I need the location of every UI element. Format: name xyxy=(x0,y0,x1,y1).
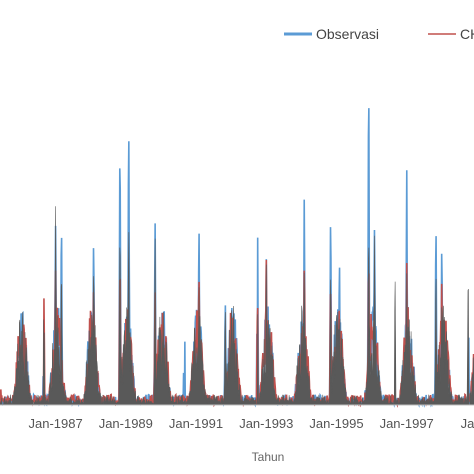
x-tick-label: Jan-1991 xyxy=(169,416,223,431)
x-tick-label: Jan-1995 xyxy=(309,416,363,431)
series-simulasi-line xyxy=(0,206,474,406)
legend-label: Observasi xyxy=(316,26,379,42)
legend: Observasi CH xyxy=(284,26,474,42)
x-tick-label: Jan-1993 xyxy=(239,416,293,431)
x-axis-title: Tahun xyxy=(252,450,285,464)
x-tick-label: Jan-1 xyxy=(461,416,474,431)
legend-label: CH xyxy=(460,26,474,42)
plot-area xyxy=(0,108,474,408)
x-axis-ticks: Jan-1987 Jan-1989 Jan-1991 Jan-1993 Jan-1995… xyxy=(28,416,474,431)
x-tick-label: Jan-1997 xyxy=(380,416,434,431)
x-tick-label: Jan-1989 xyxy=(99,416,153,431)
x-tick-label: Jan-1987 xyxy=(28,416,82,431)
